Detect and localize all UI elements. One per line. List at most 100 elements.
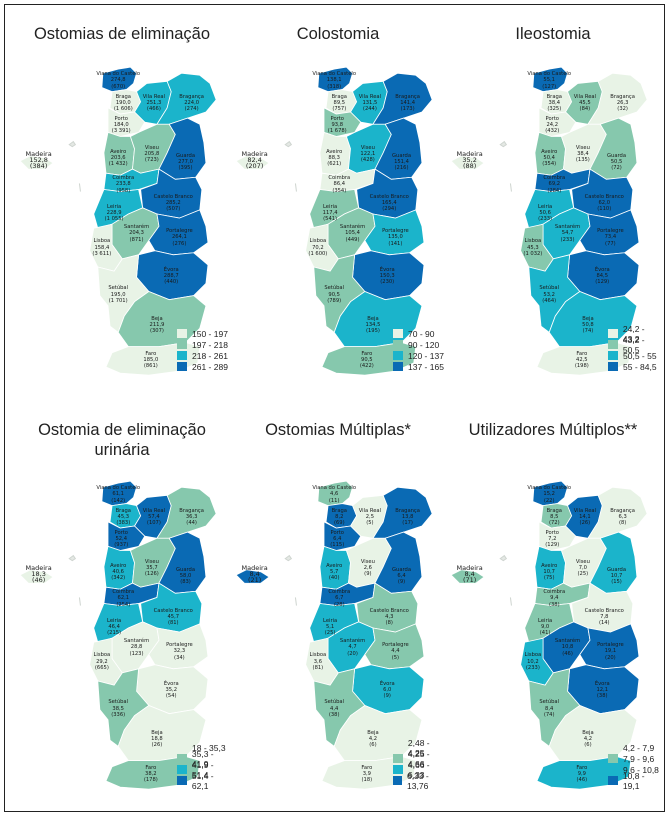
district-value: 4,2 — [368, 736, 378, 743]
district-name: Braga — [331, 507, 347, 514]
district-name: Leiria — [323, 617, 338, 624]
district-value: 8,4 — [249, 569, 260, 578]
district-name: Setúbal — [324, 285, 345, 292]
legend-label: 18 - 35,3 — [192, 742, 226, 753]
district-name: Madeira — [25, 563, 52, 572]
map-panel: Ileostomia Viana do Castelo 55,1 (127) Braga… — [443, 10, 663, 405]
district-region — [372, 486, 433, 539]
district-label: Guarda 50,5 (72) — [607, 153, 626, 172]
district-name: Bragança — [610, 93, 635, 100]
district-value: 105,4 — [345, 230, 360, 237]
district-label: Porto 52,4 (937) — [114, 530, 128, 549]
district-value: 35,7 — [146, 564, 158, 571]
district-count: (1 606) — [113, 106, 133, 113]
district-value: 10,2 — [527, 658, 539, 665]
district-value: 55,1 — [543, 77, 555, 84]
district-count: (5) — [366, 520, 374, 527]
district-count: (670) — [111, 83, 126, 90]
district-count: (342) — [111, 575, 126, 582]
district-name: Setúbal — [539, 285, 560, 292]
district-count: (541) — [323, 216, 338, 223]
district-region — [156, 72, 217, 125]
district-name: Castelo Branco — [153, 607, 193, 614]
district-label: Évora 6,0 (9) — [380, 681, 395, 700]
district-label: Santarém 28,8 (123) — [124, 638, 149, 657]
district-value: 6,4 — [397, 573, 406, 579]
district-value: 4,4 — [391, 648, 400, 655]
district-value: 10,7 — [610, 573, 623, 579]
district-name: Viana do Castelo — [312, 71, 357, 78]
district-value: 8,4 — [464, 569, 475, 578]
district-name: Braga — [546, 507, 562, 514]
district-value: 53,2 — [543, 291, 555, 298]
district-name: Aveiro — [110, 562, 127, 569]
district-name: Portalegre — [597, 228, 624, 235]
legend-label: 70 - 90 — [408, 328, 435, 339]
district-label: Coimbra 233,8 (958) — [112, 175, 134, 194]
district-count: (665) — [94, 664, 109, 671]
district-count: (14) — [598, 620, 610, 626]
district-value: 62,0 — [598, 199, 611, 206]
district-label: Porto 24,2 (432) — [545, 116, 559, 135]
district-label: Évora 150,3 (230) — [380, 267, 395, 286]
district-count: (871) — [129, 236, 144, 243]
district-name: Aveiro — [541, 562, 558, 569]
district-label: Faro 42,5 (198) — [575, 351, 589, 370]
district-value: 18,8 — [151, 736, 163, 743]
district-label: Leiria 46,4 (215) — [107, 618, 121, 637]
district-count: (723) — [144, 157, 159, 164]
legend-swatch — [608, 754, 618, 763]
district-count: (861) — [143, 363, 158, 370]
district-region — [587, 72, 648, 125]
district-label: Setúbal 8,4 (74) — [539, 699, 559, 718]
district-label: Lisboa 10,2 (233) — [525, 652, 542, 671]
legend-label: 9,6 - 10,8 — [623, 764, 659, 775]
legend-label: 50,5 - 55 — [623, 350, 657, 361]
district-count: (123) — [129, 650, 144, 657]
legend-swatch — [393, 765, 403, 774]
district-value: 38,4 — [577, 150, 589, 157]
district-name: Madeira — [241, 563, 268, 572]
district-label: Viseu 7,0 (25) — [576, 559, 590, 578]
district-label: Santarém 105,4 (449) — [340, 224, 365, 243]
district-label: Madeira 82,4 (207) — [242, 150, 268, 169]
district-label: Porto 184,0 (3 391) — [112, 116, 131, 135]
legend-item: 120 - 137 — [393, 350, 444, 361]
legend-label: 197 - 218 — [192, 339, 228, 350]
district-region — [321, 342, 417, 376]
district-value: 38,5 — [112, 705, 124, 712]
district-count: (5) — [391, 654, 400, 661]
district-value: 69,2 — [548, 181, 561, 188]
legend-item: 55 - 84,5 — [608, 361, 663, 372]
district-name: Coimbra — [328, 589, 351, 596]
district-value: 264,1 — [171, 234, 187, 241]
district-name: Lisboa — [93, 238, 111, 245]
district-name: Coimbra — [543, 589, 566, 596]
district-label: Vila Real 45,5 (84) — [574, 94, 596, 113]
district-name: Lisboa — [309, 652, 327, 659]
district-count: (1 678) — [327, 128, 347, 135]
district-name: Portalegre — [382, 642, 409, 649]
district-count: (274) — [184, 106, 199, 113]
district-label: Viseu 205,8 (723) — [144, 145, 159, 164]
district-count: (173) — [400, 106, 415, 113]
legend-swatch — [608, 362, 618, 371]
district-value: 4,7 — [348, 644, 357, 651]
district-label: Évora 288,7 (440) — [164, 267, 179, 286]
district-value: 9,0 — [540, 624, 550, 630]
legend-item: 43,2 - 50,5 — [608, 335, 663, 355]
district-count: (1 432) — [108, 161, 128, 168]
district-name: Guarda — [607, 152, 627, 159]
district-value: 88,3 — [328, 154, 340, 161]
legend-swatch — [177, 754, 187, 763]
district-label: Braga 45,3 (383) — [116, 508, 131, 527]
district-label: Porto 7,2 (129) — [545, 530, 559, 549]
legend-swatch — [393, 329, 403, 338]
district-count: (32) — [617, 106, 628, 113]
district-count: (77) — [605, 240, 616, 247]
district-count: (107) — [146, 520, 161, 527]
district-name: Vila Real — [573, 93, 597, 100]
district-name: Aveiro — [110, 148, 127, 155]
district-name: Setúbal — [539, 699, 560, 706]
district-count: (41) — [539, 630, 551, 637]
